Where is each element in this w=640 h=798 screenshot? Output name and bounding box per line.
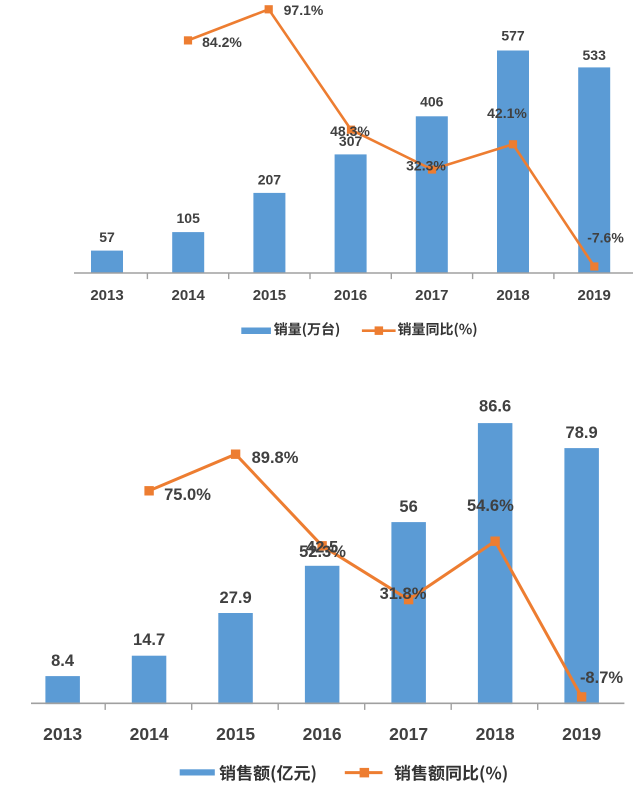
svg-text:-8.7%: -8.7% [580,669,623,687]
svg-text:84.2%: 84.2% [202,34,242,50]
svg-text:2017: 2017 [389,724,428,744]
svg-text:42.1%: 42.1% [487,105,527,121]
svg-text:2015: 2015 [216,724,255,744]
svg-text:2014: 2014 [130,724,169,744]
svg-text:2019: 2019 [578,287,611,304]
svg-text:54.6%: 54.6% [467,497,514,515]
svg-text:577: 577 [501,28,525,44]
svg-text:406: 406 [420,94,444,110]
svg-text:32.3%: 32.3% [406,158,446,174]
svg-text:86.6: 86.6 [479,398,511,416]
svg-text:97.1%: 97.1% [284,2,324,18]
svg-text:2015: 2015 [253,287,286,304]
svg-text:2013: 2013 [43,724,82,744]
svg-text:14.7: 14.7 [133,631,165,649]
svg-text:2017: 2017 [415,287,448,304]
svg-text:42.5: 42.5 [306,538,338,556]
svg-text:75.0%: 75.0% [164,486,211,504]
svg-text:2019: 2019 [562,724,601,744]
svg-text:78.9: 78.9 [566,424,598,442]
svg-text:207: 207 [258,171,282,187]
svg-text:105: 105 [177,210,201,226]
svg-text:52.3%: 52.3% [299,543,346,561]
svg-text:307: 307 [339,133,363,149]
svg-text:48.3%: 48.3% [330,123,370,139]
svg-text:8.4: 8.4 [51,652,75,670]
svg-text:56: 56 [399,498,417,516]
svg-text:31.8%: 31.8% [380,585,427,603]
svg-text:2018: 2018 [476,724,515,744]
svg-text:533: 533 [583,47,607,63]
svg-text:2014: 2014 [172,287,206,304]
svg-text:27.9: 27.9 [220,589,252,607]
svg-text:2016: 2016 [334,287,367,304]
svg-text:2016: 2016 [303,724,342,744]
svg-text:57: 57 [99,229,115,245]
svg-text:2018: 2018 [496,287,529,304]
svg-text:89.8%: 89.8% [252,449,299,467]
svg-text:2013: 2013 [90,287,123,304]
svg-text:-7.6%: -7.6% [587,230,624,246]
